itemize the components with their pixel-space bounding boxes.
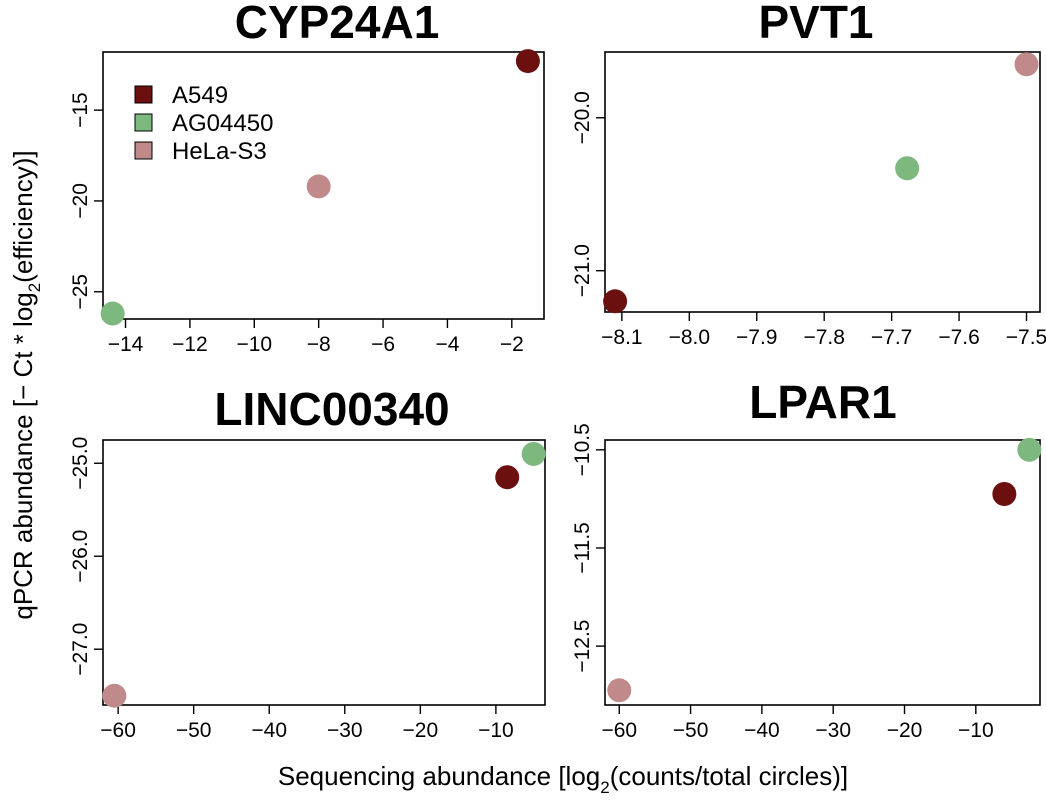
- plot-area-cyp24a1: −14 −12 −10 −8 −6 −4 −2 −25 −20 −15: [69, 49, 540, 356]
- plot-frame-linc00340: [102, 439, 546, 706]
- y-tick-label-pvt1: −20.0: [571, 91, 594, 144]
- x-tick-label-cyp24a1: −14: [108, 333, 144, 356]
- x-tick-label-lpar1: −50: [673, 719, 709, 742]
- panel-lpar1: LPAR1 −60 −50 −40 −30 −20 −10 −12.5 −11.5 −10.5: [571, 376, 1042, 742]
- x-tick-label-cyp24a1: −8: [307, 333, 331, 356]
- point-a549-linc00340: [495, 465, 520, 490]
- y-tick-label-cyp24a1: −15: [69, 92, 92, 128]
- y-tick-label-lpar1: −11.5: [571, 522, 594, 574]
- legend-label-a549: A549: [172, 82, 228, 109]
- point-ag04450-cyp24a1: [100, 301, 125, 326]
- x-tick-label-pvt1: −7.7: [871, 326, 912, 349]
- y-axis-label: qPCR abundance [− Ct * log2(efficiency)]: [8, 150, 44, 619]
- x-tick-label-lpar1: −20: [887, 719, 923, 742]
- point-a549-cyp24a1: [515, 49, 540, 74]
- x-axis-label: Sequencing abundance [log2(counts/total …: [278, 761, 848, 797]
- point-a549-lpar1: [992, 481, 1017, 506]
- point-ag04450-lpar1: [1017, 437, 1042, 462]
- point-hela-s3-lpar1: [607, 678, 632, 703]
- y-tick-label-linc00340: −26.0: [69, 530, 92, 583]
- legend-swatch-a549: [134, 85, 153, 104]
- x-tick-label-lpar1: −10: [958, 719, 994, 742]
- legend-label-hela-s3: HeLa-S3: [172, 138, 267, 165]
- x-tick-label-pvt1: −8.0: [669, 326, 710, 349]
- y-tick-label-pvt1: −21.0: [571, 244, 594, 297]
- legend: A549 AG04450 HeLa-S3: [134, 82, 273, 165]
- plot-area-linc00340: −60 −50 −40 −30 −20 −10 −27.0 −26.0 −25.0: [69, 437, 546, 742]
- y-tick-label-linc00340: −25.0: [69, 437, 92, 490]
- x-tick-label-linc00340: −10: [478, 719, 514, 742]
- x-tick-label-pvt1: −7.9: [736, 326, 777, 349]
- plot-frame-pvt1: [604, 51, 1041, 313]
- panel-title-cyp24a1: CYP24A1: [235, 0, 440, 48]
- point-ag04450-pvt1: [895, 156, 920, 181]
- plot-frame-lpar1: [604, 439, 1041, 706]
- panel-pvt1: PVT1 −8.1 −8.0 −7.9 −7.8 −7.7 −7.6 −7.5 −21.0 −2…: [571, 0, 1046, 349]
- x-tick-label-lpar1: −40: [744, 719, 780, 742]
- x-tick-label-linc00340: −40: [251, 719, 287, 742]
- x-tick-label-cyp24a1: −2: [500, 333, 524, 356]
- x-tick-label-linc00340: −20: [403, 719, 439, 742]
- panel-title-lpar1: LPAR1: [749, 376, 896, 428]
- panel-title-linc00340: LINC00340: [214, 383, 449, 435]
- x-tick-label-pvt1: −7.8: [803, 326, 844, 349]
- x-tick-label-cyp24a1: −4: [435, 333, 459, 356]
- point-hela-s3-linc00340: [102, 683, 127, 708]
- legend-swatch-ag04450: [134, 113, 153, 132]
- x-tick-label-cyp24a1: −6: [371, 333, 395, 356]
- x-tick-label-pvt1: −7.5: [1006, 326, 1046, 349]
- plot-area-lpar1: −60 −50 −40 −30 −20 −10 −12.5 −11.5 −10.5: [571, 423, 1042, 742]
- panel-linc00340: LINC00340 −60 −50 −40 −30 −20 −10 −27.0 −26.0 −2…: [69, 383, 546, 742]
- x-tick-label-linc00340: −30: [327, 719, 363, 742]
- x-tick-label-linc00340: −60: [100, 719, 136, 742]
- plot-area-pvt1: −8.1 −8.0 −7.9 −7.8 −7.7 −7.6 −7.5 −21.0 −20.0: [571, 52, 1046, 349]
- point-hela-s3-cyp24a1: [306, 174, 331, 199]
- x-tick-label-pvt1: −8.1: [601, 326, 642, 349]
- panel-cyp24a1: CYP24A1 −14 −12 −10 −8 −6 −4 −2 −25 −20 −15: [69, 0, 545, 356]
- x-tick-label-pvt1: −7.6: [938, 326, 979, 349]
- x-tick-label-lpar1: −30: [815, 719, 851, 742]
- point-hela-s3-pvt1: [1014, 52, 1039, 77]
- x-tick-label-linc00340: −50: [176, 719, 212, 742]
- point-a549-pvt1: [603, 289, 628, 314]
- y-tick-label-lpar1: −10.5: [571, 423, 594, 476]
- panel-title-pvt1: PVT1: [758, 0, 873, 48]
- y-tick-label-cyp24a1: −20: [69, 183, 92, 219]
- y-tick-label-cyp24a1: −25: [69, 274, 92, 310]
- y-tick-label-linc00340: −27.0: [69, 623, 92, 676]
- x-tick-label-lpar1: −60: [601, 719, 637, 742]
- plot-frame-cyp24a1: [102, 51, 545, 320]
- x-tick-label-cyp24a1: −12: [172, 333, 208, 356]
- x-tick-label-cyp24a1: −10: [236, 333, 272, 356]
- y-tick-label-lpar1: −12.5: [571, 620, 594, 673]
- legend-label-ag04450: AG04450: [172, 110, 273, 137]
- point-ag04450-linc00340: [521, 441, 546, 466]
- legend-swatch-hela-s3: [134, 141, 153, 160]
